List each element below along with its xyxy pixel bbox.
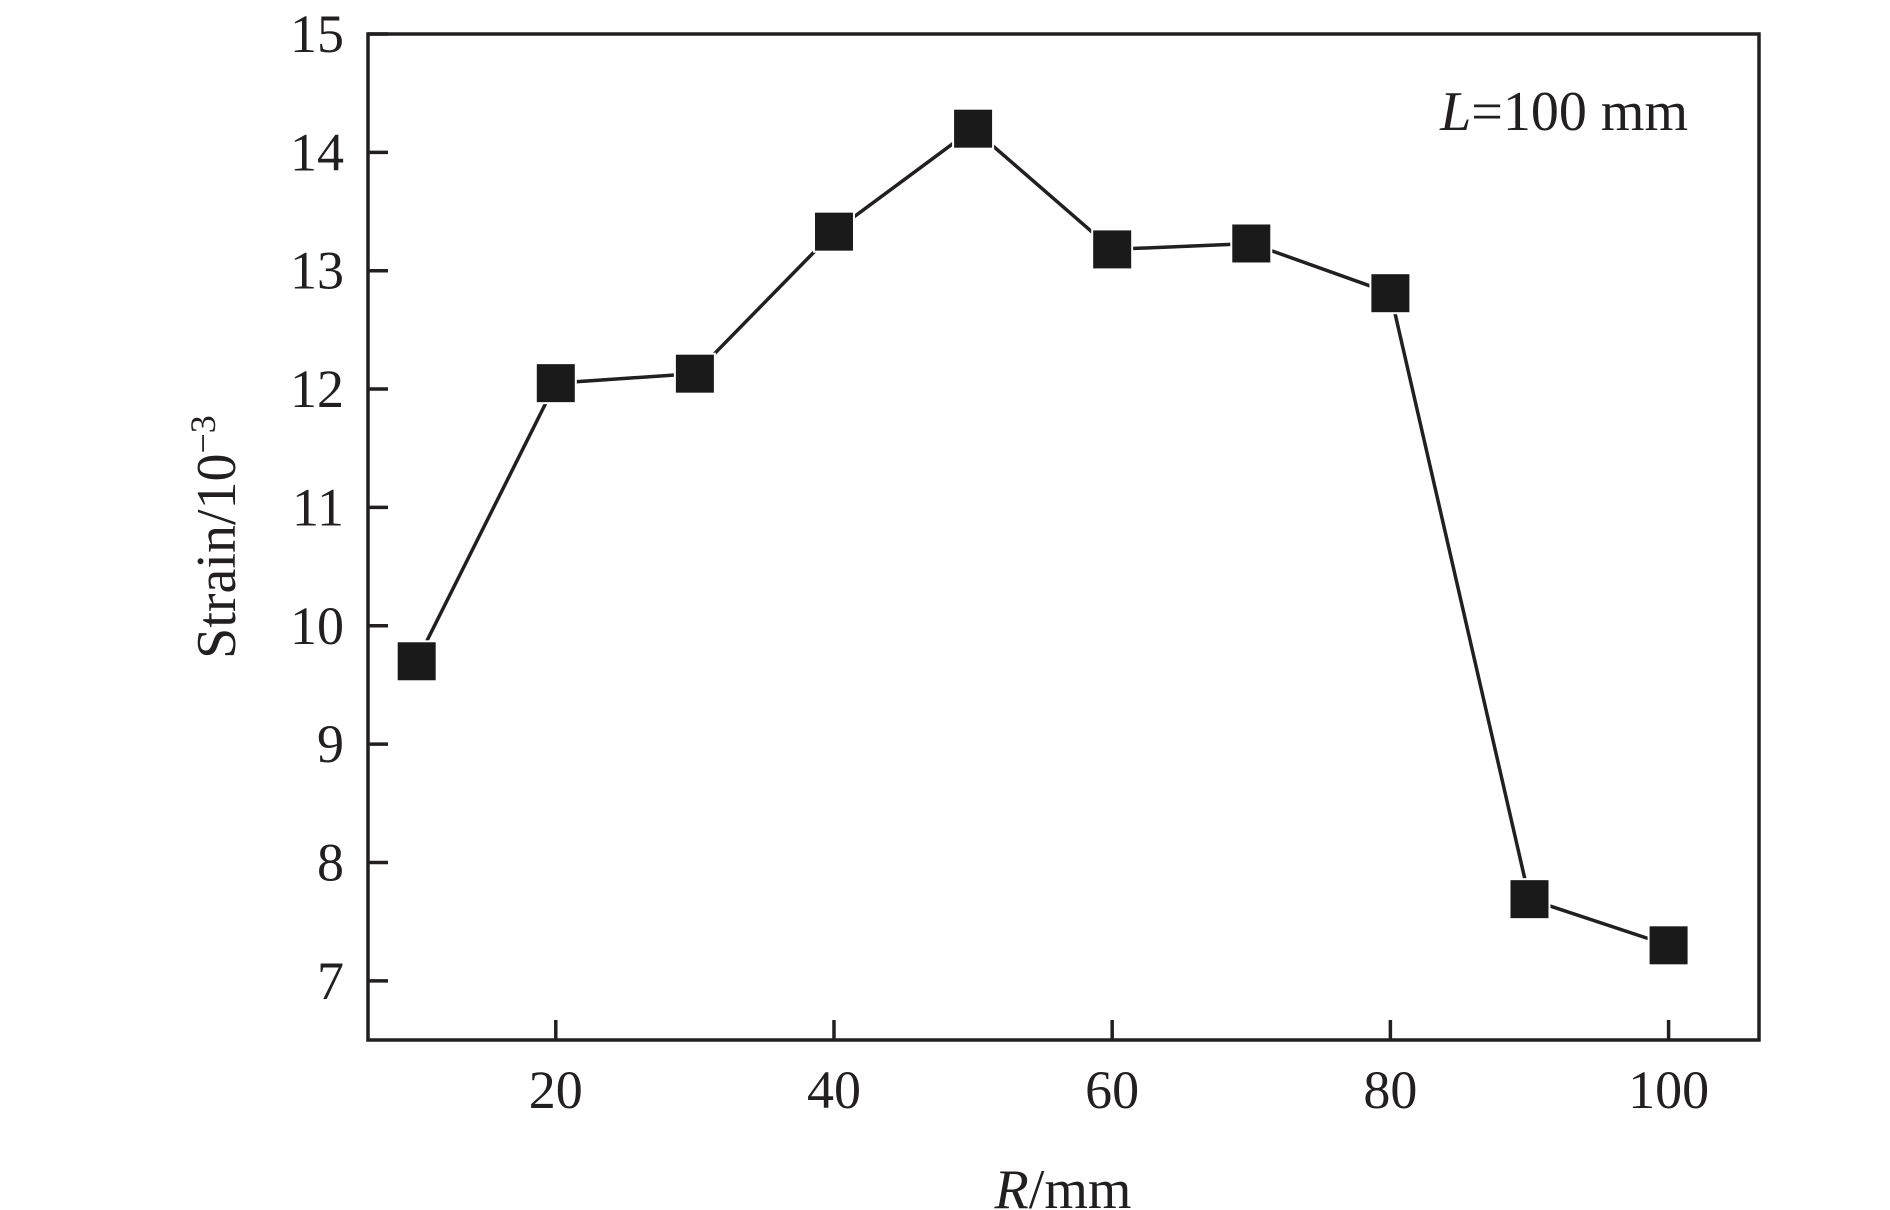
annotation-text: =100 mm <box>1471 81 1688 143</box>
x-axis-label: R/mm <box>994 1159 1132 1210</box>
y-tick-label: 8 <box>317 832 344 892</box>
series-markers-group <box>395 107 1690 967</box>
y-tick-label: 14 <box>290 122 344 182</box>
series-segment <box>1528 897 1670 947</box>
series-segment <box>971 127 1114 251</box>
data-point-marker <box>1508 878 1551 921</box>
y-tick-label: 11 <box>292 477 344 537</box>
series-segment <box>1112 241 1252 252</box>
y-tick-label: 13 <box>290 241 344 301</box>
x-axis-symbol: R <box>994 1159 1029 1210</box>
series-segment <box>1250 241 1391 295</box>
x-tick-label: 100 <box>1628 1060 1709 1120</box>
y-tick-label: 12 <box>290 359 344 419</box>
series-line-group <box>415 127 1670 947</box>
data-point-marker <box>1230 222 1273 265</box>
y-tick-label: 7 <box>317 951 344 1011</box>
y-axis-base: Strain/10 <box>186 453 248 658</box>
series-segment <box>693 230 836 375</box>
annotation-label: L=100 mm <box>1439 81 1688 143</box>
data-point-marker <box>534 362 577 405</box>
data-point-marker <box>673 352 716 395</box>
x-tick-label: 60 <box>1085 1060 1139 1120</box>
series-segment <box>555 371 696 385</box>
x-tick-label: 20 <box>529 1060 583 1120</box>
data-point-marker <box>952 107 995 150</box>
series-segment <box>832 127 975 234</box>
data-point-marker <box>395 640 438 683</box>
data-point-marker <box>812 210 855 253</box>
y-axis-exponent: −3 <box>183 415 223 453</box>
y-tick-label: 9 <box>317 714 344 774</box>
y-axis-ticks: 7 8 9 10 11 12 13 14 15 <box>290 4 388 1011</box>
x-axis-ticks: 20 40 60 80 100 <box>529 1020 1709 1120</box>
plot-frame <box>366 32 1761 1042</box>
series-segment <box>415 382 558 663</box>
x-tick-label: 40 <box>807 1060 861 1120</box>
data-point-marker <box>1369 272 1412 315</box>
y-tick-label: 10 <box>290 596 344 656</box>
x-tick-label: 80 <box>1363 1060 1417 1120</box>
annotation-symbol: L <box>1439 81 1471 143</box>
x-axis-unit: /mm <box>1029 1159 1132 1210</box>
series-segment <box>1388 292 1532 900</box>
y-axis-label: Strain/10−3 <box>183 415 248 659</box>
data-point-marker <box>1091 228 1134 271</box>
y-tick-label: 15 <box>290 4 344 64</box>
data-point-marker <box>1647 924 1690 967</box>
